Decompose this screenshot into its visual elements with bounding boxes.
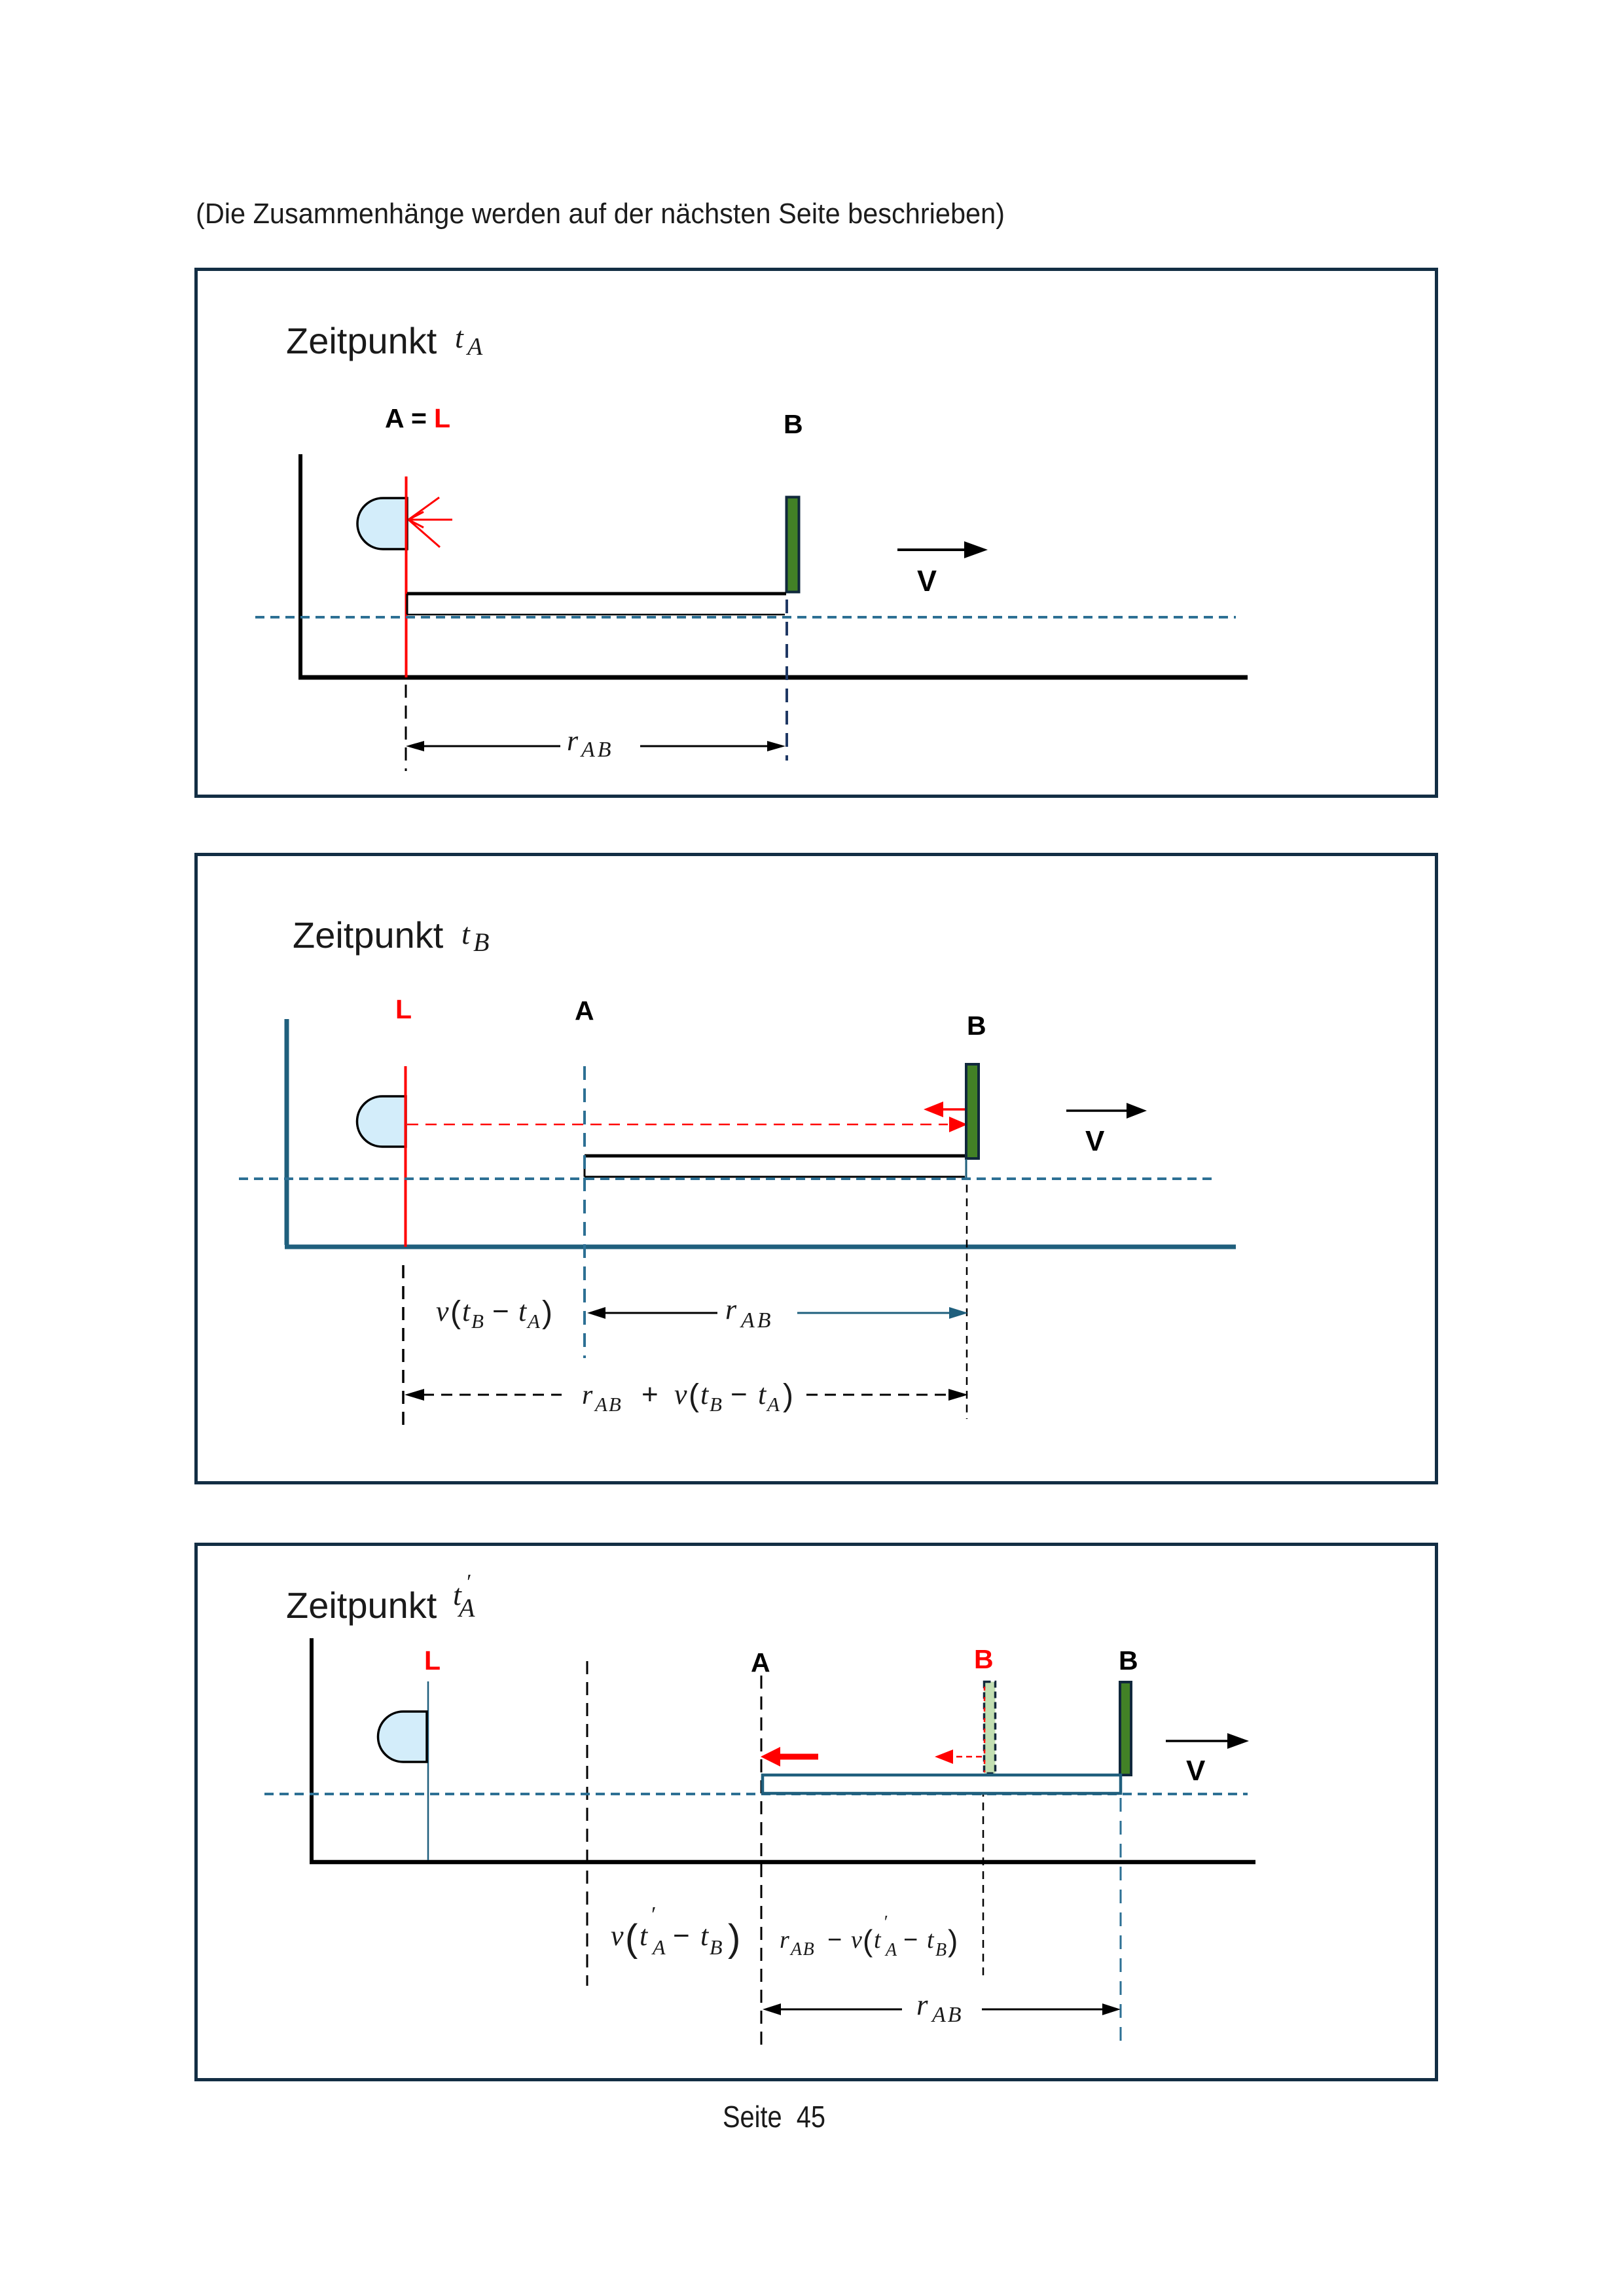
svg-text:t: t	[462, 1295, 471, 1327]
svg-text:t: t	[758, 1378, 767, 1410]
svg-text:L: L	[424, 1645, 441, 1676]
svg-text:v: v	[436, 1295, 449, 1327]
svg-text:B: B	[935, 1940, 947, 1960]
svg-text:t: t	[700, 1920, 710, 1952]
svg-text:t: t	[874, 1926, 882, 1954]
svg-text:v: v	[851, 1926, 862, 1954]
svg-text:−: −	[827, 1926, 842, 1954]
svg-text:B: B	[710, 1935, 723, 1959]
svg-text:B: B	[710, 1393, 722, 1416]
svg-text:AB: AB	[789, 1939, 815, 1960]
svg-text:L: L	[434, 403, 450, 433]
svg-text:V: V	[917, 564, 937, 598]
svg-text:r: r	[725, 1293, 737, 1325]
svg-text:): )	[542, 1295, 552, 1330]
svg-text:r: r	[780, 1926, 789, 1954]
svg-text:(: (	[863, 1924, 873, 1958]
svg-text:B: B	[1119, 1645, 1138, 1676]
svg-text:t: t	[461, 917, 471, 950]
svg-text:A: A	[465, 333, 483, 361]
svg-text:r: r	[582, 1380, 593, 1410]
svg-text:Zeitpunkt: Zeitpunkt	[286, 1585, 437, 1626]
svg-text:B: B	[967, 1011, 986, 1041]
svg-text:A: A	[526, 1310, 541, 1333]
svg-text:+: +	[641, 1378, 659, 1410]
svg-text:−: −	[492, 1295, 509, 1327]
svg-text:): )	[728, 1917, 740, 1960]
svg-text:A: A	[385, 403, 405, 433]
svg-text:′: ′	[883, 1912, 888, 1933]
svg-text:L: L	[395, 994, 412, 1024]
svg-text:t: t	[700, 1378, 710, 1410]
svg-text:Zeitpunkt: Zeitpunkt	[286, 320, 437, 361]
svg-text:(: (	[689, 1378, 699, 1413]
svg-text:′: ′	[650, 1903, 655, 1927]
svg-text:(Die Zusammenhänge werden auf: (Die Zusammenhänge werden auf der nächst…	[196, 198, 1005, 230]
svg-text:AB: AB	[931, 2003, 964, 2027]
svg-text:t: t	[455, 321, 464, 354]
svg-text:V: V	[1085, 1125, 1105, 1157]
svg-text:t: t	[518, 1295, 528, 1327]
svg-text:−: −	[673, 1920, 690, 1952]
svg-text:r: r	[567, 725, 579, 757]
svg-text:B: B	[473, 927, 489, 957]
svg-text:A: A	[766, 1393, 780, 1416]
svg-text:A: A	[751, 1647, 770, 1677]
svg-text:B: B	[784, 409, 803, 439]
svg-text:−: −	[903, 1926, 918, 1954]
svg-text:AB: AB	[594, 1393, 623, 1416]
svg-text:t: t	[927, 1926, 935, 1954]
svg-text:(: (	[625, 1917, 638, 1960]
svg-text:t: t	[640, 1920, 649, 1952]
svg-text:AB: AB	[580, 738, 614, 762]
svg-text:=: =	[411, 403, 427, 433]
svg-text:′: ′	[465, 1570, 471, 1594]
svg-text:(: (	[450, 1295, 461, 1330]
svg-text:AB: AB	[740, 1308, 774, 1333]
svg-text:−: −	[731, 1378, 748, 1410]
svg-text:V: V	[1186, 1755, 1206, 1787]
svg-text:A: A	[457, 1593, 475, 1623]
svg-text:B: B	[974, 1644, 994, 1674]
svg-text:Seite 45: Seite 45	[723, 2100, 825, 2134]
svg-text:r: r	[916, 1988, 928, 2021]
svg-text:v: v	[674, 1378, 687, 1410]
svg-text:): )	[948, 1924, 958, 1958]
svg-text:t: t	[453, 1578, 462, 1611]
svg-text:A: A	[651, 1935, 666, 1959]
svg-text:v: v	[611, 1920, 624, 1952]
svg-text:Zeitpunkt: Zeitpunkt	[293, 914, 444, 956]
svg-text:B: B	[471, 1310, 484, 1333]
svg-text:A: A	[575, 996, 594, 1026]
svg-text:): )	[783, 1378, 793, 1413]
svg-text:A: A	[884, 1940, 897, 1960]
